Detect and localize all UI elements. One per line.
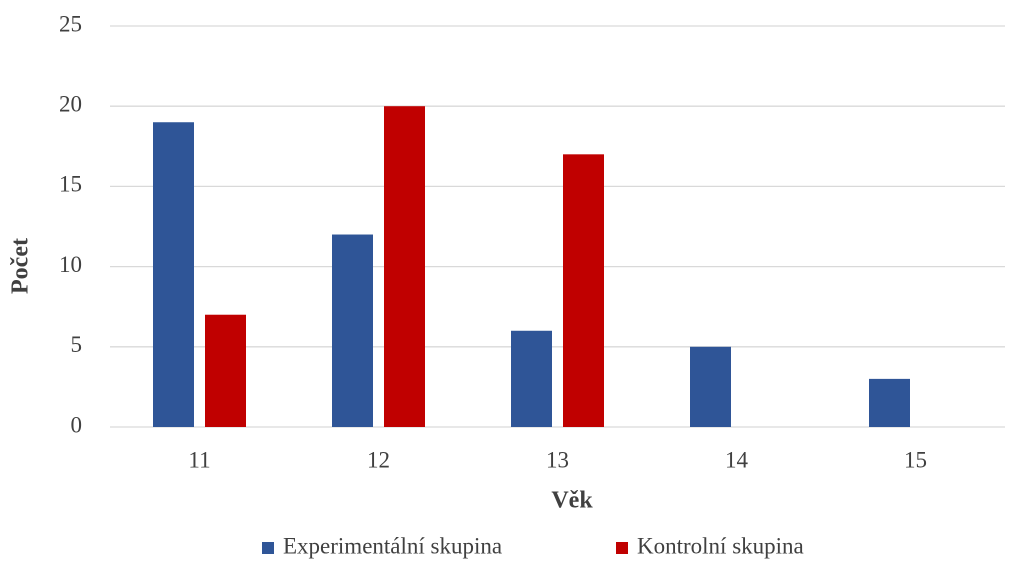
bar [384, 106, 425, 427]
bar [153, 122, 194, 428]
bar [511, 330, 552, 427]
x-axis-title: Věk [551, 488, 593, 514]
bar [332, 234, 373, 427]
bar [205, 314, 246, 427]
bar [869, 378, 910, 427]
legend-swatch [262, 542, 274, 554]
x-tick-label: 11 [188, 447, 210, 472]
legend-label: Kontrolní skupina [637, 533, 804, 558]
y-tick-label: 5 [71, 332, 83, 357]
y-tick-label: 10 [59, 252, 82, 277]
y-tick-label: 25 [59, 11, 82, 36]
x-tick-label: 13 [546, 447, 569, 472]
x-tick-label: 12 [367, 447, 390, 472]
y-tick-label: 20 [59, 91, 82, 116]
x-tick-label: 15 [904, 447, 927, 472]
y-tick-label: 15 [59, 172, 82, 197]
bar [690, 346, 731, 427]
legend-label: Experimentální skupina [283, 533, 502, 558]
y-axis-title: Počet [8, 238, 34, 294]
y-tick-label: 0 [71, 412, 83, 437]
legend-swatch [616, 542, 628, 554]
bar [563, 154, 604, 427]
x-tick-label: 14 [725, 447, 749, 472]
